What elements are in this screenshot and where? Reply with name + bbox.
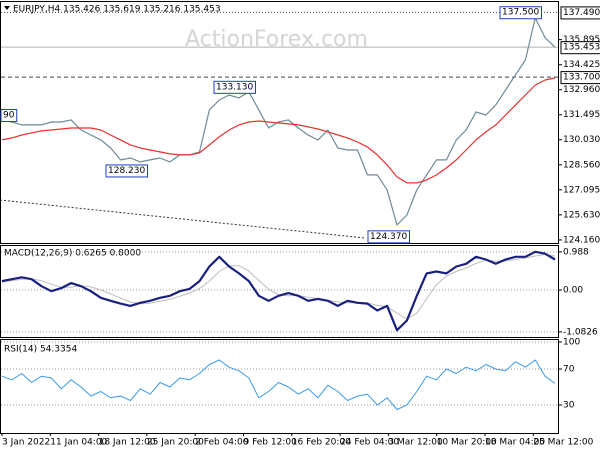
x-tick-label: 16 Feb 20:00 <box>292 438 351 448</box>
rsi-panel <box>0 339 559 434</box>
series-line <box>1 254 556 320</box>
y-tick-label: 0.00 <box>563 286 583 296</box>
x-tick-label: 2 Feb 04:00 <box>195 438 249 448</box>
series-line <box>1 359 556 410</box>
x-tick-label: 18 Jan 12:00 <box>99 438 156 448</box>
y-tick-label: 134.425 <box>563 60 600 70</box>
y-tick-label: 124.160 <box>563 235 600 245</box>
annotation: 90 <box>3 111 15 121</box>
watermark: ActionForex.com <box>185 27 368 52</box>
y-tick-label: 130.030 <box>563 135 600 145</box>
y-tick-label: 70 <box>563 365 575 375</box>
x-tick-label: 18 Mar 04:00 <box>485 438 545 448</box>
panel-title: RSI(14) 54.3354 <box>4 345 77 355</box>
y-tick-label: 127.095 <box>563 185 600 195</box>
price-panel <box>0 1 559 244</box>
y-tick-label: 132.960 <box>563 85 600 95</box>
y-tick-label: 135.895 <box>563 35 600 45</box>
panel-title: MACD(12,26,9) 0.6265 0.8000 <box>4 249 141 259</box>
y-tick-label: -1.0826 <box>563 327 598 337</box>
annotation-box <box>213 80 256 94</box>
panel-title: EURJPY,H4 135.426 135.619 135.216 135.45… <box>13 5 221 15</box>
annotation-box <box>499 6 542 20</box>
x-tick-label: 11 Jan 04:00 <box>50 438 107 448</box>
series-line <box>1 17 556 226</box>
y-tick-label: 131.495 <box>563 110 600 120</box>
y-tick-label: 128.560 <box>563 160 600 170</box>
level-label-box <box>560 6 600 20</box>
trend-line <box>0 199 366 239</box>
symbol-marker <box>4 6 10 10</box>
x-tick-label: 3 Jan 2022 <box>2 438 50 448</box>
annotation: 124.370 <box>370 232 407 242</box>
series-line <box>1 250 556 332</box>
annotation-box <box>105 164 148 178</box>
x-tick-label: 25 Mar 12:00 <box>533 438 593 448</box>
x-tick-label: 3 Mar 12:00 <box>388 438 443 448</box>
level-label: 133.700 <box>563 73 600 83</box>
last-price-label: 135.453 <box>563 43 600 53</box>
y-tick-label: 30 <box>563 401 575 411</box>
level-label-box <box>560 71 600 85</box>
annotation-box <box>0 109 18 122</box>
y-tick-label: 125.630 <box>563 210 600 220</box>
last-price-label-box <box>560 41 600 55</box>
level-label: 137.490 <box>563 8 600 18</box>
annotation: 137.500 <box>502 8 539 18</box>
annotation: 133.130 <box>216 82 253 92</box>
annotation-box <box>367 230 410 244</box>
x-tick-label: 24 Feb 04:00 <box>340 438 399 448</box>
annotation: 128.230 <box>108 166 145 176</box>
macd-panel <box>0 245 559 338</box>
x-tick-label: 9 Feb 12:00 <box>244 438 298 448</box>
x-tick-label: 10 Mar 20:00 <box>437 438 497 448</box>
y-tick-label: 0.988 <box>563 247 589 257</box>
y-tick-label: 100 <box>563 338 580 348</box>
series-line <box>1 77 556 184</box>
x-tick-label: 25 Jan 20:00 <box>147 438 204 448</box>
